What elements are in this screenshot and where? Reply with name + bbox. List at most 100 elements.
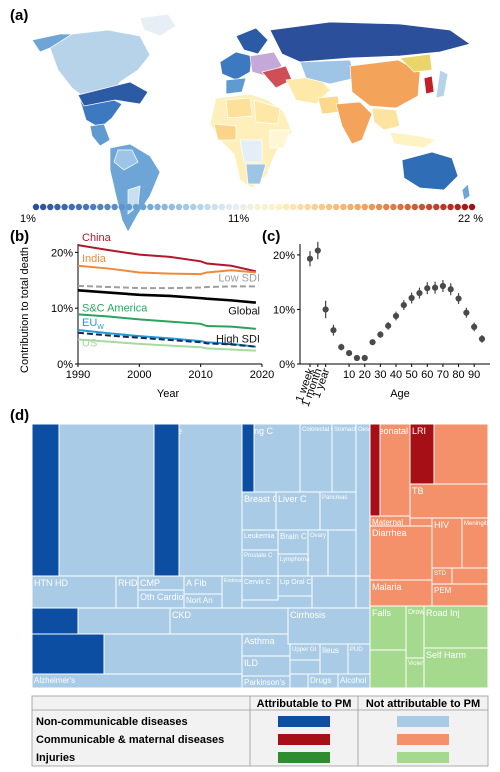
- series-label: China: [82, 232, 112, 244]
- data-point: [455, 295, 462, 302]
- chart-c-ytick-label: 10%: [273, 304, 295, 316]
- colorbar-dot: [318, 203, 326, 211]
- legend-swatch-inj-not: [397, 752, 449, 763]
- colorbar-dot: [204, 203, 211, 211]
- data-point: [400, 301, 407, 309]
- colorbar-dot: [89, 203, 97, 211]
- tile-lri-text: LRI: [412, 426, 426, 436]
- tile-neonatal-pm: [369, 423, 381, 517]
- tile-gi-other: [289, 659, 321, 675]
- colorbar-dot: [447, 203, 454, 211]
- data-point: [338, 343, 345, 351]
- colorbar-dot: [468, 203, 476, 211]
- colorbar-dot: [47, 203, 54, 211]
- data-point: [345, 349, 353, 357]
- colorbar-dot: [225, 203, 233, 211]
- tile-asthma-label: Asthma: [244, 636, 275, 646]
- data-point: [306, 255, 314, 262]
- colorbar-dot: [261, 203, 268, 211]
- tile-liverc-label: Liver C: [278, 494, 307, 504]
- chart-b-xlabel: Year: [157, 388, 180, 400]
- colorbar-dot: [418, 203, 426, 211]
- colorbar-dot: [304, 203, 311, 211]
- data-point: [408, 294, 415, 302]
- tile-prostate: [241, 549, 279, 577]
- colorbar-dot: [190, 203, 197, 211]
- colorbar-mid-label: 11%: [228, 213, 249, 225]
- tile-diabetes-pm: [31, 607, 79, 635]
- tile-falls-label: Falls: [372, 608, 392, 618]
- colorbar-dot: [182, 203, 190, 211]
- colorbar-dot: [68, 203, 75, 211]
- tile-pem-label: PEM: [434, 586, 452, 595]
- colorbar-dot: [232, 203, 240, 211]
- chart-c-xtick-label: 20: [359, 369, 371, 381]
- tile-alzheimer-label: Alzheimer's: [34, 676, 75, 685]
- colorbar-dot: [332, 203, 340, 211]
- tile-lri-pm: [409, 423, 435, 485]
- panel-label-a: (a): [10, 7, 28, 24]
- colorbar-dot: [75, 203, 83, 211]
- series-label: EUW: [82, 317, 104, 331]
- colorbar-dot: [282, 203, 290, 211]
- tile-cirrhosis: [287, 607, 371, 645]
- data-point: [463, 309, 470, 316]
- tile-neonatal-label: Neonatal: [372, 426, 408, 436]
- colorbar-dot: [104, 203, 111, 211]
- tile-drugs-label: Drugs: [310, 676, 331, 685]
- colorbar-dot: [404, 203, 411, 211]
- colorbar-dot: [54, 203, 61, 211]
- panel-label-d: (d): [10, 407, 29, 424]
- chart-b: 0% 10% 20% 1990 2000 2010 2020 China India Low SD…: [51, 232, 274, 381]
- tile-maternal-label: Maternal: [372, 518, 403, 527]
- tile-lungc-pm: [241, 423, 255, 493]
- tile-othercancer: [327, 529, 357, 577]
- chart-b-ytick-label: 0%: [57, 359, 73, 371]
- tile-malaria-label: Malaria: [372, 582, 402, 592]
- tile-ckd-label: CKD: [172, 610, 192, 620]
- tile-hiv-label: HIV: [434, 520, 449, 530]
- tile-ckd: [169, 607, 289, 635]
- data-point: [471, 323, 478, 331]
- colorbar-dot: [132, 203, 140, 211]
- tile-endocard-label: Endocard.: [224, 578, 247, 584]
- colorbar-dot: [147, 203, 154, 211]
- colorbar-dot: [397, 203, 404, 211]
- legend-swatch-cmd-not: [397, 734, 449, 745]
- colorbar-dot: [433, 203, 440, 211]
- tile-meningitis-label: Meningitis: [464, 521, 491, 527]
- series-label: High SDI: [216, 334, 260, 346]
- colorbar-dot: [175, 203, 183, 211]
- data-point: [392, 312, 400, 320]
- series-line-s-c-america: [77, 313, 256, 330]
- legend-col-attributable: Attributable to PM: [257, 698, 352, 710]
- tile-hiv: [431, 517, 463, 569]
- colorbar-dot: [247, 203, 254, 211]
- tile-rhd-label: RHD: [118, 578, 138, 588]
- tile-violence-label: Violence: [408, 661, 432, 667]
- data-point: [322, 306, 329, 313]
- colorbar-dot: [390, 203, 397, 211]
- data-point: [330, 327, 337, 334]
- tile-pancreas-label: Pancreas: [322, 495, 347, 501]
- colorbar-dot: [140, 203, 147, 211]
- legend-col-not-attributable: Not attributable to PM: [366, 698, 480, 710]
- tile-inj-other: [369, 649, 407, 689]
- colorbar-dot: [290, 203, 297, 211]
- data-point: [314, 247, 321, 254]
- tile-stomach: [331, 423, 357, 493]
- chart-c-xtick-label: 80: [452, 369, 464, 381]
- tile-othcardio-label: Oth Cardio: [140, 592, 184, 602]
- colorbar-dot: [97, 203, 104, 211]
- colorbar-dot: [82, 203, 90, 211]
- colorbar-dot: [440, 203, 447, 211]
- tile-stomach-label: Stomach C: [334, 427, 364, 433]
- tile-htn-label: HTN HD: [34, 578, 68, 588]
- tile-meningitis: [461, 517, 489, 569]
- chart-c-xtick-label: 50: [406, 369, 418, 381]
- colorbar-dot: [240, 203, 247, 211]
- data-point: [361, 354, 368, 362]
- colorbar-dot: [361, 203, 368, 211]
- legend-row-injuries: Injuries: [36, 752, 75, 764]
